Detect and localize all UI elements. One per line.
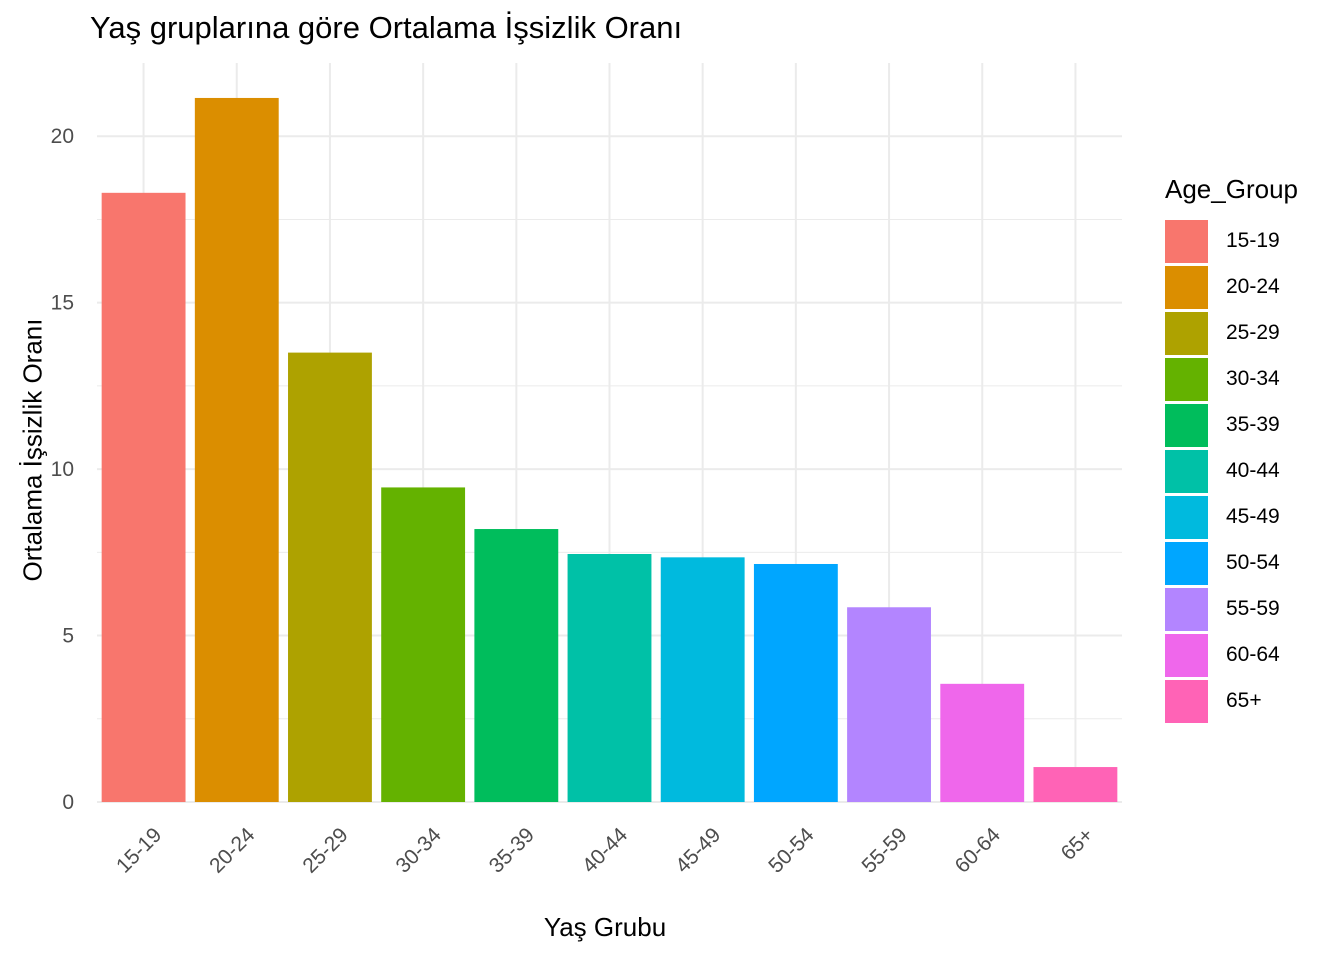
legend-item: 35-39 [1165, 402, 1280, 448]
legend-swatch [1165, 495, 1208, 539]
legend-item: 45-49 [1165, 494, 1280, 540]
y-tick-label: 15 [51, 292, 74, 315]
bar-35-39 [474, 529, 559, 802]
x-axis-label: Yaş Grubu [543, 912, 667, 942]
legend-item: 20-24 [1165, 264, 1280, 310]
x-tick-label: 35-39 [485, 823, 539, 877]
y-tick-label: 5 [62, 625, 74, 648]
legend-label: 65+ [1226, 689, 1262, 712]
x-tick-label: 55-59 [857, 823, 911, 877]
bar-30-34 [381, 487, 466, 802]
legend-label: 40-44 [1226, 459, 1280, 482]
legend-swatch [1165, 541, 1208, 585]
x-tick-label: 60-64 [951, 823, 1005, 877]
legend-swatch [1165, 311, 1208, 355]
legend-swatch [1165, 679, 1208, 723]
y-tick-label: 10 [51, 458, 74, 481]
legend-item: 65+ [1165, 678, 1280, 724]
legend-label: 15-19 [1226, 229, 1280, 252]
x-tick-label: 20-24 [205, 823, 259, 877]
legend-swatch [1165, 219, 1208, 263]
legend-item: 55-59 [1165, 586, 1280, 632]
bar-55-59 [847, 607, 931, 802]
bar-45-49 [660, 557, 745, 802]
x-axis-ticks: 15-19 20-24 25-29 30-34 35-39 40-44 45-49 50-54… [112, 823, 1098, 877]
legend-swatch [1165, 357, 1208, 401]
bar-15-19 [101, 192, 186, 802]
legend-item: 50-54 [1165, 540, 1280, 586]
chart-title: Yaş gruplarına göre Ortalama İşsizlik Or… [90, 10, 683, 45]
legend-label: 45-49 [1226, 505, 1280, 528]
bar-20-24 [194, 97, 279, 803]
legend-label: 20-24 [1226, 275, 1280, 298]
legend-swatch [1165, 449, 1208, 493]
y-tick-label: 20 [51, 125, 74, 148]
x-tick-label: 30-34 [392, 823, 446, 877]
legend-item: 40-44 [1165, 448, 1280, 494]
legend-swatch [1165, 403, 1208, 447]
x-tick-label: 25-29 [298, 823, 352, 877]
x-tick-label: 40-44 [578, 823, 632, 877]
x-tick-label: 65+ [1057, 823, 1098, 864]
legend-label: 60-64 [1226, 643, 1280, 666]
x-tick-label: 15-19 [112, 823, 166, 877]
legend-item: 30-34 [1165, 356, 1280, 402]
bar-60-64 [940, 683, 1025, 802]
legend-label: 55-59 [1226, 597, 1280, 620]
y-tick-label: 0 [62, 791, 74, 814]
y-axis-ticks: 0 5 10 15 20 [51, 125, 74, 814]
x-tick-label: 50-54 [764, 823, 818, 877]
legend-title: Age_Group [1165, 174, 1298, 204]
legend-item: 25-29 [1165, 310, 1280, 356]
bar-25-29 [288, 352, 372, 802]
legend-label: 30-34 [1226, 367, 1280, 390]
bar-50-54 [753, 563, 838, 802]
legend-swatch [1165, 633, 1208, 677]
legend-label: 50-54 [1226, 551, 1280, 574]
legend-item: 60-64 [1165, 632, 1280, 678]
x-tick-label: 45-49 [671, 823, 725, 877]
y-axis-label: Ortalama İşsizlik Oranı [17, 318, 48, 582]
legend-label: 35-39 [1226, 413, 1280, 436]
legend-item: 15-19 [1165, 218, 1280, 264]
legend-swatch [1165, 587, 1208, 631]
bars [101, 97, 1118, 803]
legend: 15-19 20-24 25-29 30-34 35-39 40-44 45-49 50-54… [1165, 218, 1280, 724]
legend-swatch [1165, 265, 1208, 309]
legend-label: 25-29 [1226, 321, 1280, 344]
bar-65+ [1033, 767, 1118, 802]
bar-40-44 [567, 554, 652, 802]
